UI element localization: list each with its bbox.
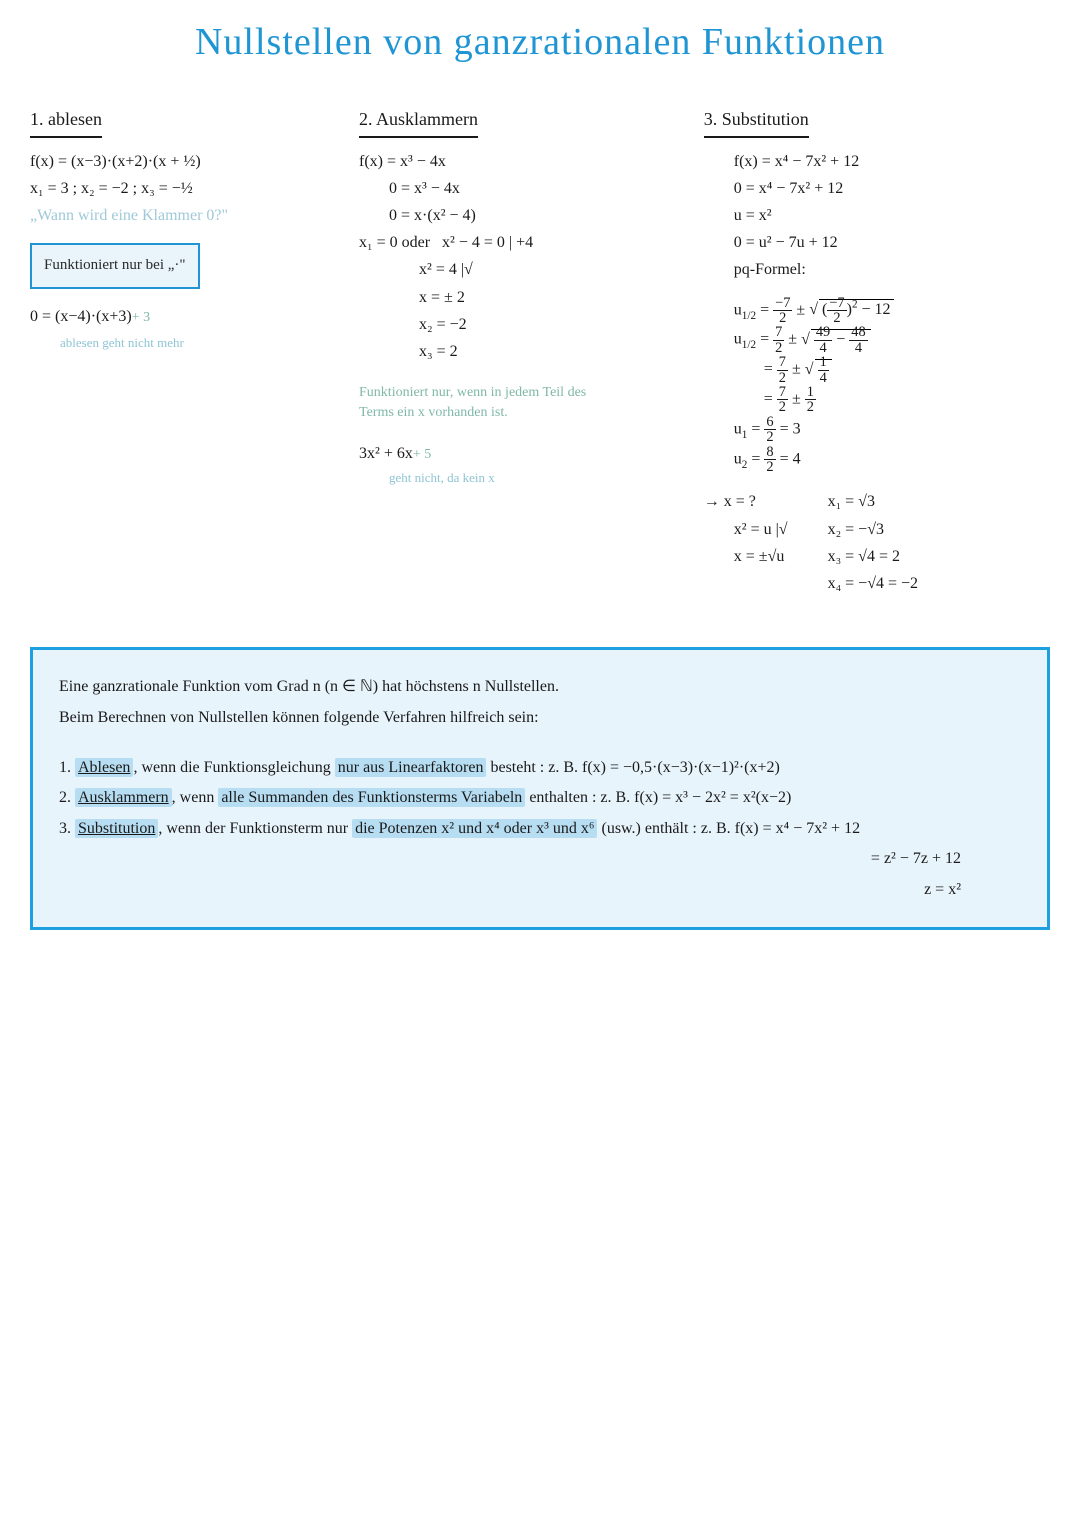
eq-c2-l4: x₁ = 0 oder x² − 4 = 0 | +4 [359,229,674,256]
eq-c3-res4: x₄ = −√4 = −2 [828,570,918,597]
m3-num: 3. [59,820,75,837]
eq-c2-l3: 0 = x·(x² − 4) [359,202,674,229]
eq-c2-ex2a: 3x² + 6x [359,445,413,462]
m3-t2: (usw.) enthält : z. B. f(x) = x⁴ − 7x² +… [597,820,860,837]
eq-c2-ex2b: + 5 [413,447,431,462]
eq-c3-back1: x² = u |√ [704,516,788,543]
eq-c3-u12d: = 72 ± 12 [704,385,1050,415]
eq-c3-u2: u2 = 82 = 4 [704,445,1050,475]
summary-method3: 3. Substitution, wenn der Funktionsterm … [59,814,1021,844]
eq-c3-l1: f(x) = x⁴ − 7x² + 12 [704,148,1050,175]
eq-c3-l2: 0 = x⁴ − 7x² + 12 [704,175,1050,202]
m3-t1: , wenn der Funktionsterm nur [158,820,352,837]
eq-c1-l3b: + 3 [132,310,150,325]
eq-c3-u12c: = 72 ± 14 [704,355,1050,385]
eq-c3-l3: u = x² [704,202,1050,229]
note-c1-faded: „Wann wird eine Klammer 0?" [30,202,329,229]
heading-substitution: 3. Substitution [704,104,809,138]
m1-t2: besteht : z. B. f(x) = −0,5·(x−3)·(x−1)²… [486,759,779,776]
column-ausklammern: 2. Ausklammern f(x) = x³ − 4x 0 = x³ − 4… [359,104,674,597]
heading-ablesen: 1. ablesen [30,104,102,138]
back-substitution-right: x₁ = √3 x₂ = −√3 x₃ = √4 = 2 x₄ = −√4 = … [828,488,918,597]
eq-c3-back-arrow: → x = ? [704,488,788,515]
eq-c3-res2: x₂ = −√3 [828,516,918,543]
eq-c2-l2: 0 = x³ − 4x [359,175,674,202]
eq-c3-res1: x₁ = √3 [828,488,918,515]
m2-name: Ausklammern [75,788,172,807]
m1-hl: nur aus Linearfaktoren [335,758,487,777]
summary-box: Eine ganzrationale Funktion vom Grad n (… [30,647,1050,930]
m1-t1: , wenn die Funktionsgleichung [133,759,334,776]
m1-name: Ablesen [75,758,133,777]
heading-ausklammern: 2. Ausklammern [359,104,478,138]
summary-intro2: Beim Berechnen von Nullstellen können fo… [59,703,1021,733]
summary-method1: 1. Ablesen, wenn die Funktionsgleichung … [59,753,1021,783]
eq-c1-l2: x₁ = 3 ; x₂ = −2 ; x₃ = −½ [30,175,329,202]
summary-eq2: z = x² [59,875,1021,905]
eq-c3-res3: x₃ = √4 = 2 [828,543,918,570]
m3-hl: die Potenzen x² und x⁴ oder x³ und x⁶ [352,819,597,838]
eq-c2-l5: x² = 4 |√ [359,256,674,283]
m2-num: 2. [59,789,75,806]
m2-t1: , wenn [172,789,219,806]
m2-t2: enthalten : z. B. f(x) = x³ − 2x² = x²(x… [525,789,791,806]
eq-c2-l4a: x₁ = 0 oder [359,234,430,251]
eq-c3-u12b: u1/2 = 72 ± 494 − 484 [704,325,1050,355]
annot-c1: ablesen geht nicht mehr [30,332,329,354]
eq-c3-back2: x = ±√u [704,543,788,570]
eq-c2-l8: x₃ = 2 [359,338,674,365]
columns-container: 1. ablesen f(x) = (x−3)·(x+2)·(x + ½) x₁… [30,104,1050,597]
column-substitution: 3. Substitution f(x) = x⁴ − 7x² + 12 0 =… [704,104,1050,597]
summary-intro1: Eine ganzrationale Funktion vom Grad n (… [59,672,1021,702]
m1-num: 1. [59,759,75,776]
summary-eq1: = z² − 7z + 12 [59,844,1021,874]
note-c2-green: Funktioniert nur, wenn in jedem Teil des… [359,383,619,422]
eq-c2-l7: x₂ = −2 [359,311,674,338]
eq-c3-u12a: u1/2 = −72 ± (−72)2 − 12 [704,296,1050,326]
eq-c2-l6: x = ± 2 [359,284,674,311]
summary-method2: 2. Ausklammern, wenn alle Summanden des … [59,783,1021,813]
eq-c3-l4: 0 = u² − 7u + 12 [704,229,1050,256]
page-title: Nullstellen von ganzrationalen Funktione… [30,20,1050,64]
back-substitution-left: → x = ? x² = u |√ x = ±√u [704,488,788,597]
eq-c1-l3a: 0 = (x−4)·(x+3) [30,308,132,325]
eq-c1-l3: 0 = (x−4)·(x+3)+ 3 [30,303,329,330]
hint-box-ablesen: Funktioniert nur bei „·" [30,243,200,289]
eq-c2-l4b: x² − 4 = 0 | +4 [442,234,533,251]
eq-c2-ex2: 3x² + 6x+ 5 [359,440,674,467]
eq-c1-l1: f(x) = (x−3)·(x+2)·(x + ½) [30,148,329,175]
m3-name: Substitution [75,819,158,838]
annot-c2: geht nicht, da kein x [359,467,674,489]
eq-c3-u1: u1 = 62 = 3 [704,415,1050,445]
eq-c2-l1: f(x) = x³ − 4x [359,148,674,175]
m2-hl: alle Summanden des Funktionsterms Variab… [218,788,525,807]
eq-c3-l5: pq-Formel: [704,256,1050,283]
column-ablesen: 1. ablesen f(x) = (x−3)·(x+2)·(x + ½) x₁… [30,104,329,597]
